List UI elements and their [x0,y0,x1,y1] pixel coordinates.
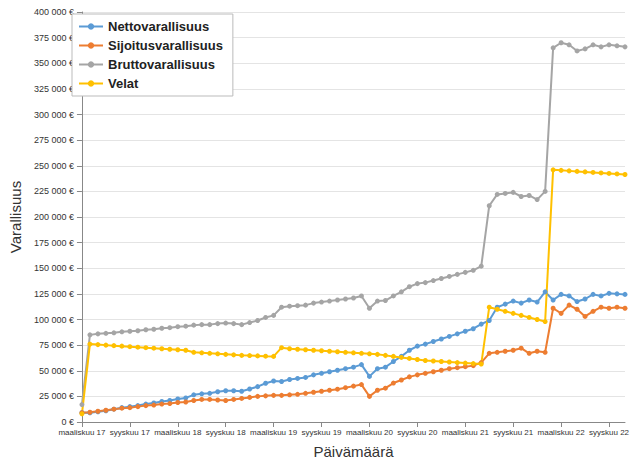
svg-text:125 000 €: 125 000 € [34,289,74,299]
svg-text:syyskuu 20: syyskuu 20 [397,428,438,437]
svg-text:Velat: Velat [108,76,139,91]
svg-text:Nettovarallisuus: Nettovarallisuus [108,19,209,34]
svg-text:0 €: 0 € [61,417,74,427]
svg-text:150 000 €: 150 000 € [34,263,74,273]
svg-text:300 000 €: 300 000 € [34,110,74,120]
svg-text:Varallisuus: Varallisuus [7,181,24,253]
svg-text:maaliskuu 18: maaliskuu 18 [154,428,202,437]
svg-text:275 000 €: 275 000 € [34,135,74,145]
svg-text:400 000 €: 400 000 € [34,7,74,17]
svg-text:syyskuu 18: syyskuu 18 [206,428,247,437]
svg-text:225 000 €: 225 000 € [34,186,74,196]
svg-text:Sijoitusvarallisuus: Sijoitusvarallisuus [108,38,223,53]
svg-text:Päivämäärä: Päivämäärä [313,443,394,460]
svg-text:100 000 €: 100 000 € [34,315,74,325]
svg-text:350 000 €: 350 000 € [34,58,74,68]
svg-text:375 000 €: 375 000 € [34,33,74,43]
svg-text:maaliskuu 19: maaliskuu 19 [250,428,298,437]
svg-text:maaliskuu 20: maaliskuu 20 [346,428,394,437]
svg-text:syyskuu 22: syyskuu 22 [589,428,630,437]
svg-text:maaliskuu 22: maaliskuu 22 [538,428,586,437]
svg-text:Bruttovarallisuus: Bruttovarallisuus [108,57,215,72]
svg-text:maaliskuu 21: maaliskuu 21 [442,428,490,437]
svg-text:250 000 €: 250 000 € [34,161,74,171]
svg-text:syyskuu 19: syyskuu 19 [302,428,343,437]
svg-text:25 000 €: 25 000 € [39,391,74,401]
svg-text:syyskuu 21: syyskuu 21 [493,428,534,437]
svg-text:200 000 €: 200 000 € [34,212,74,222]
svg-text:syyskuu 17: syyskuu 17 [110,428,151,437]
svg-text:maaliskuu 17: maaliskuu 17 [58,428,106,437]
svg-text:75 000 €: 75 000 € [39,340,74,350]
svg-text:175 000 €: 175 000 € [34,238,74,248]
svg-text:325 000 €: 325 000 € [34,84,74,94]
svg-text:50 000 €: 50 000 € [39,366,74,376]
